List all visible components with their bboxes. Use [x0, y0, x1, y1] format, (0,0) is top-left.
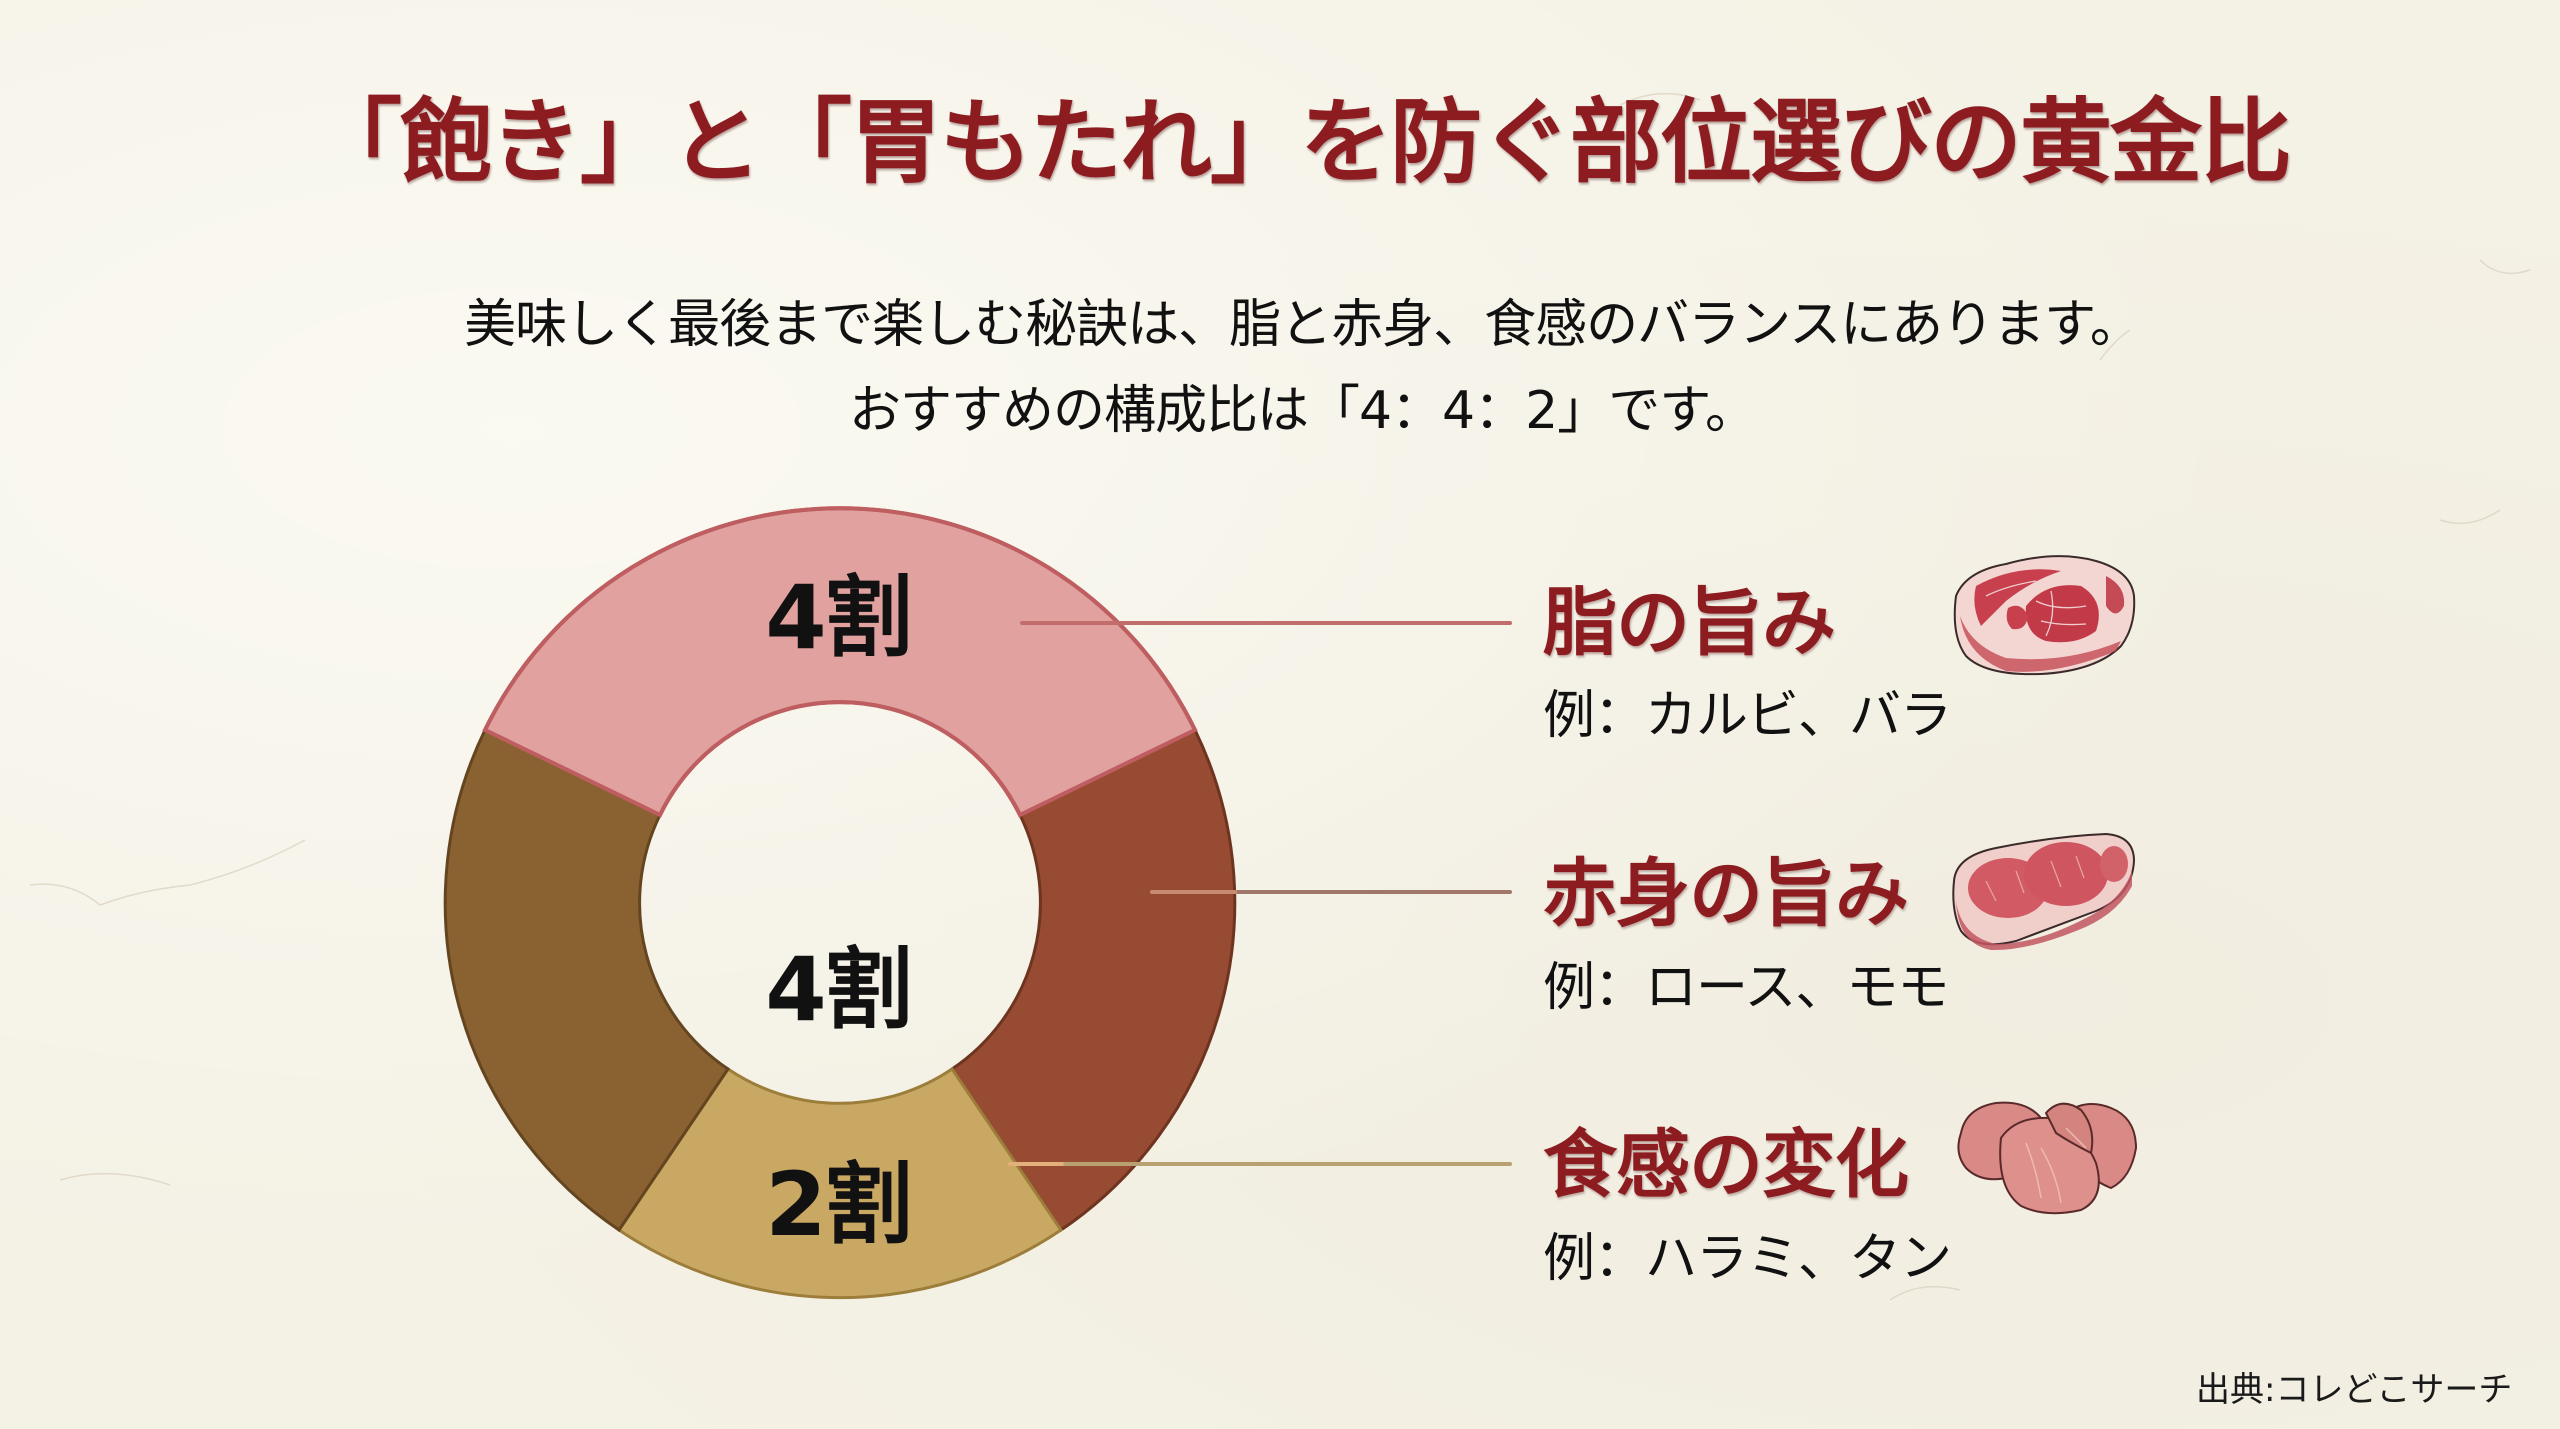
source-credit: 出典:コレどこサーチ	[2196, 1370, 2513, 1410]
segment-label-fat: 4割	[765, 566, 912, 669]
leader-line-texture	[1008, 1162, 1512, 1166]
legend-title-texture: 食感の変化	[1543, 1122, 1909, 1208]
legend-title-lean: 赤身の旨み	[1543, 851, 1909, 937]
segment-texture	[616, 1066, 1064, 1300]
legend-example-lean: 例：ロース、モモ	[1543, 958, 1949, 1018]
legend-example-fat: 例：カルビ、バラ	[1543, 686, 1952, 746]
leader-line-fat	[1020, 621, 1512, 625]
page-title: 「飽き」と「胃もたれ」を防ぐ部位選びの黄金比	[309, 89, 2292, 196]
segment-label-lean: 4割	[765, 938, 912, 1041]
subtitle-line-2: おすすめの構成比は「4：4：2」です。	[848, 381, 1757, 441]
segment-lean-right	[949, 727, 1237, 1233]
subtitle: 美味しく最後まで楽しむ秘訣は、脂と赤身、食感のバランスにあります。 おすすめの構…	[0, 282, 2560, 454]
legend-title-fat: 脂の旨み	[1543, 580, 1836, 666]
segment-lean-left	[443, 727, 731, 1233]
subtitle-line-1: 美味しく最後まで楽しむ秘訣は、脂と赤身、食感のバランスにあります。	[464, 295, 2142, 355]
marbled-ribeye-icon	[1953, 555, 2136, 676]
leader-line-lean	[1150, 890, 1512, 894]
tongue-slices-icon	[1957, 1101, 2138, 1215]
legend-example-texture: 例：ハラミ、タン	[1543, 1229, 1952, 1289]
segment-label-texture: 2割	[765, 1153, 912, 1256]
lean-steak-icon	[1952, 832, 2136, 951]
